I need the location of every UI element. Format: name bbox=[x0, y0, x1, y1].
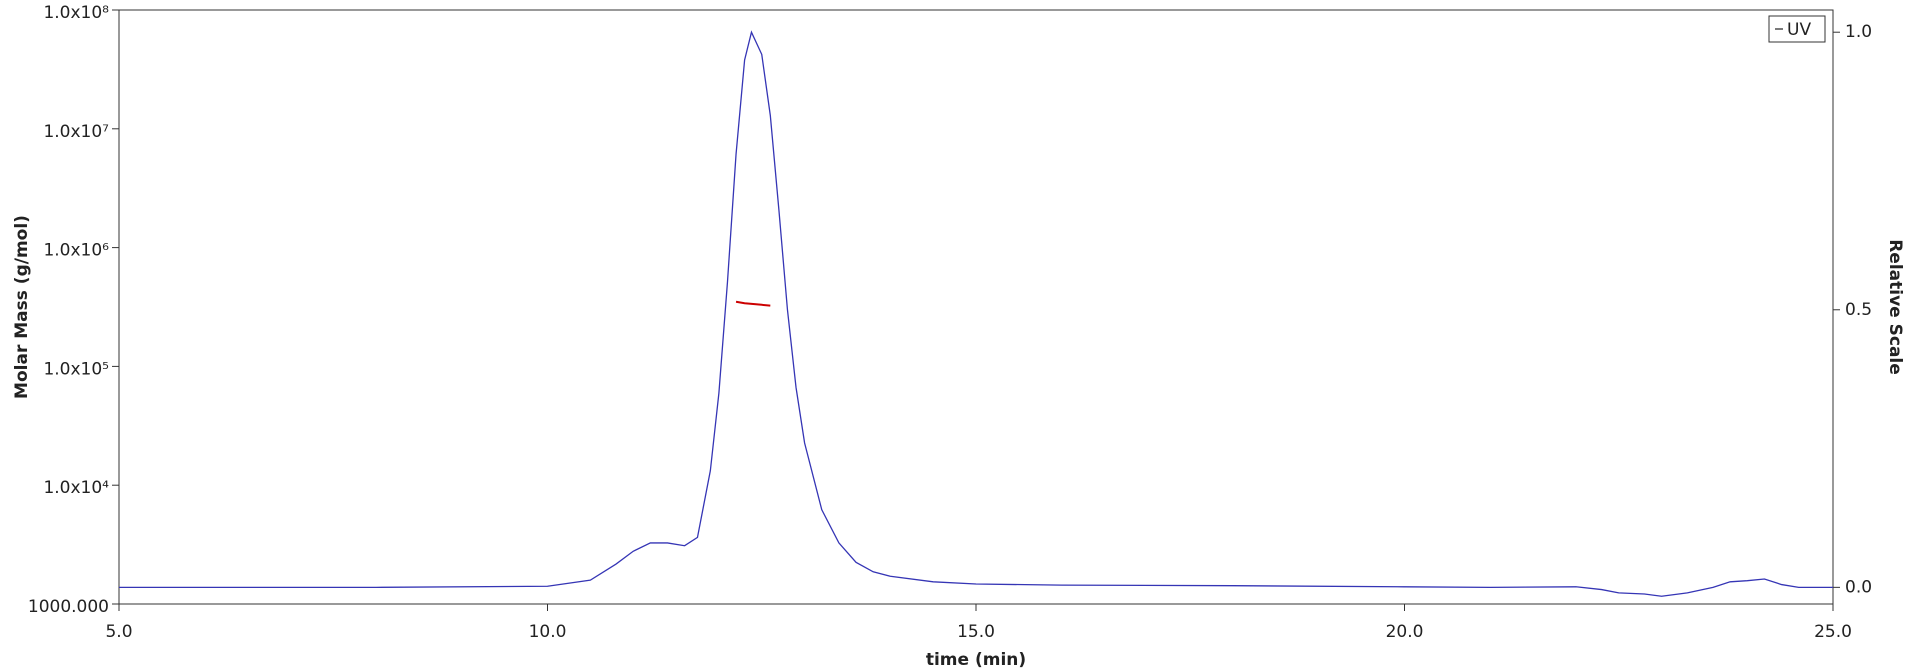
y-tick-label: 1000.000 bbox=[28, 597, 109, 617]
y-tick-label: 1.0x10⁵ bbox=[43, 359, 109, 379]
x-tick-label: 25.0 bbox=[1814, 622, 1852, 642]
y2-axis-title: Relative Scale bbox=[1885, 239, 1905, 375]
plot-frame bbox=[118, 9, 1834, 605]
y2-tick-label: 0.5 bbox=[1845, 300, 1872, 320]
y2-tick-label: 0.0 bbox=[1845, 577, 1872, 597]
y-tick-label: 1.0x10⁴ bbox=[43, 478, 109, 498]
y-tick-label: 1.0x10⁶ bbox=[43, 241, 109, 261]
y2-tick-label: 1.0 bbox=[1845, 22, 1872, 42]
x-tick-label: 15.0 bbox=[957, 622, 995, 642]
x-tick-label: 10.0 bbox=[529, 622, 567, 642]
legend-label: UV bbox=[1787, 20, 1811, 40]
data-line bbox=[119, 30, 1833, 597]
x-axis-title: time (min) bbox=[926, 650, 1026, 670]
y-tick-label: 1.0x10⁸ bbox=[43, 3, 109, 23]
data-line bbox=[735, 300, 771, 307]
x-tick-label: 20.0 bbox=[1386, 622, 1424, 642]
x-tick-label: 5.0 bbox=[105, 622, 132, 642]
y-tick-label: 1.0x10⁷ bbox=[43, 122, 109, 142]
y-axis-title: Molar Mass (g/mol) bbox=[12, 215, 32, 399]
